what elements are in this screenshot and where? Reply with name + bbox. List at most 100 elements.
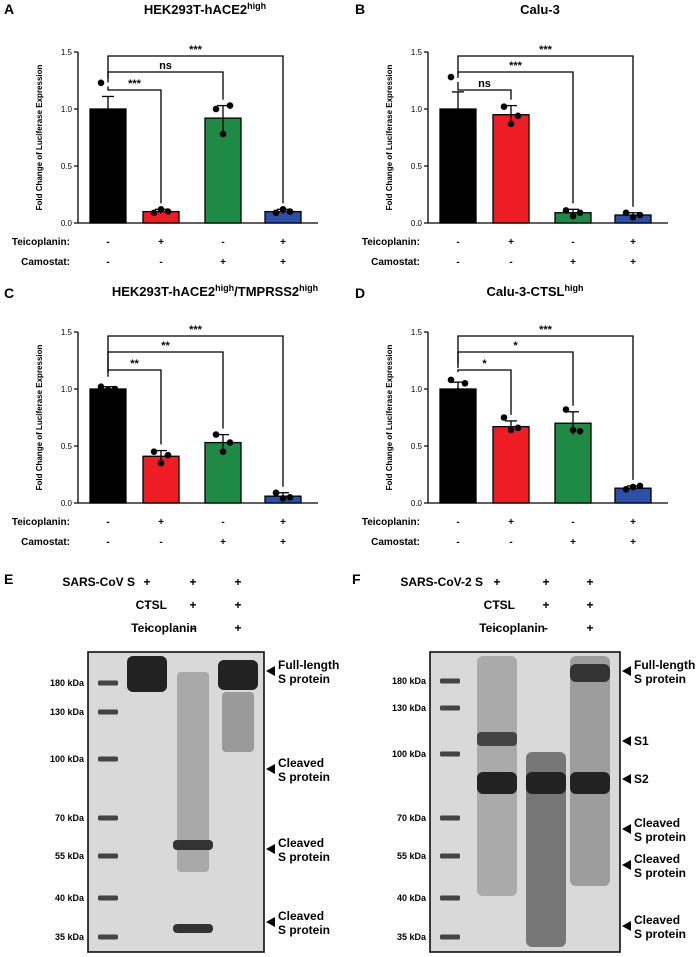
ladder-band [440,751,460,757]
condition-sign: + [630,537,636,548]
band-arrow [266,666,275,676]
data-point [212,105,220,113]
data-point [636,482,644,490]
significance-label: *** [539,44,553,56]
bar [492,425,530,504]
significance-bracket [107,335,284,487]
band-arrow [622,774,631,784]
panel-letter: A [4,1,14,17]
band-arrow [622,666,631,676]
band-label-line2: S protein [634,672,686,686]
data-point [569,426,577,434]
bar [439,388,477,504]
condition-label: Camostat: [371,537,420,548]
y-axis-label: Fold Change of Luciferase Expression [385,344,394,490]
panel-E: E SARS-CoV S + + +CTSL- + +Teicoplanin- - +180 k… [4,571,339,953]
condition-sign: - [106,257,109,268]
condition-sign: + [630,237,636,248]
band-arrow [266,844,275,854]
ladder-band [98,853,118,859]
significance-label: ** [130,358,139,370]
gel-band [570,772,610,794]
band-arrow [622,736,631,746]
band-arrow [622,860,631,870]
gel-smear [526,752,566,947]
gel-band [477,732,517,746]
significance-label: * [513,340,518,352]
blot-row-sign: + [586,598,593,612]
blot-row-sign: + [189,598,196,612]
data-point [562,406,570,413]
significance-label: ns [159,60,172,72]
significance-bracket [457,335,634,480]
y-tick-label: 1.0 [411,385,423,394]
data-point [629,214,637,221]
band-label-line2: S protein [278,923,330,937]
condition-sign: + [570,537,576,548]
condition-sign: - [106,537,109,548]
condition-label: Teicoplanin: [362,517,420,528]
data-point [97,79,105,87]
condition-sign: - [159,257,162,268]
condition-label: Camostat: [21,257,70,268]
y-tick-label: 0.0 [61,499,73,508]
significance-bracket [107,71,224,100]
band-label-line1: Cleaved [278,756,324,770]
condition-sign: + [220,537,226,548]
blot-row-sign: + [586,621,593,635]
condition-sign: - [509,257,512,268]
data-point [272,209,280,217]
data-point [286,494,294,501]
ladder-band [440,853,460,859]
y-tick-label: 0.5 [411,442,423,451]
band-label-line2: S protein [278,672,330,686]
condition-sign: - [456,257,459,268]
y-tick-label: 0.0 [411,219,423,228]
panel-A: A HEK293T-hACE2high Fold Change of Lucifer… [4,1,318,268]
blot-row-sign: + [234,621,241,635]
blot-row-sign: + [542,575,549,589]
ladder-band [98,815,118,821]
data-point [226,102,234,109]
ladder-band [440,705,460,711]
ladder-band [98,756,118,762]
condition-label: Teicoplanin: [362,237,420,248]
band-label-line1: Cleaved [634,913,680,927]
band-label-line1: Full-length [278,658,339,672]
title-main: HEK293T-hACE2 [112,284,215,299]
condition-sign: - [456,237,459,248]
title-superscript: high [565,283,584,293]
panel-letter: F [352,571,361,587]
panel-letter: C [4,285,14,301]
data-point [150,448,158,456]
gel-smear [222,692,254,752]
bar [554,422,592,504]
ladder-label: 55 kDa [397,851,427,861]
data-point [507,426,515,434]
ladder-label: 130 kDa [50,707,85,717]
blot-row-label: Teicoplanin [479,621,545,635]
blot-row-sign: - [145,621,149,635]
significance-label: *** [509,60,523,72]
ladder-label: 55 kDa [55,851,85,861]
band-label-line2: S protein [634,830,686,844]
data-point [500,103,508,111]
y-tick-label: 0.5 [61,162,73,171]
data-point [576,209,584,217]
blot-row-label: Teicoplanin [131,621,197,635]
condition-sign: + [158,517,164,528]
ladder-band [98,934,118,940]
bar [492,114,530,224]
bar [89,108,127,224]
condition-sign: + [158,237,164,248]
y-tick-label: 0.5 [61,442,73,451]
blot-row-sign: - [495,621,499,635]
panel-F: F SARS-CoV-2 S + + +CTSL- + +Teicoplanin- - +180… [352,571,695,953]
title-superscript: high [215,283,234,293]
data-point [104,117,112,124]
significance-bracket [107,55,284,204]
condition-sign: + [220,257,226,268]
condition-sign: + [280,237,286,248]
data-point [279,495,287,502]
data-point [622,209,630,217]
